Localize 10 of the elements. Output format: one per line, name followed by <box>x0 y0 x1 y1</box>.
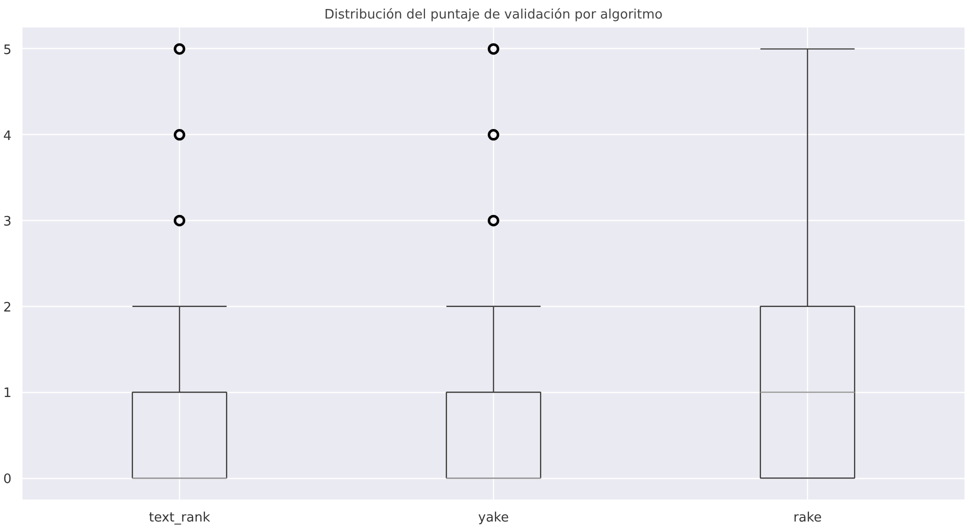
y-tick-label: 0 <box>3 472 12 488</box>
y-tick-label: 4 <box>3 128 12 144</box>
y-tick-label: 2 <box>3 300 12 316</box>
y-tick-label: 3 <box>3 214 12 230</box>
y-tick-label: 1 <box>3 386 12 402</box>
x-tick-label: yake <box>478 510 509 526</box>
y-tick-label: 5 <box>3 42 12 58</box>
x-tick-label: text_rank <box>148 510 211 526</box>
chart-title: Distribución del puntaje de validación por algoritmo <box>324 8 663 22</box>
x-tick-label: rake <box>793 510 822 526</box>
